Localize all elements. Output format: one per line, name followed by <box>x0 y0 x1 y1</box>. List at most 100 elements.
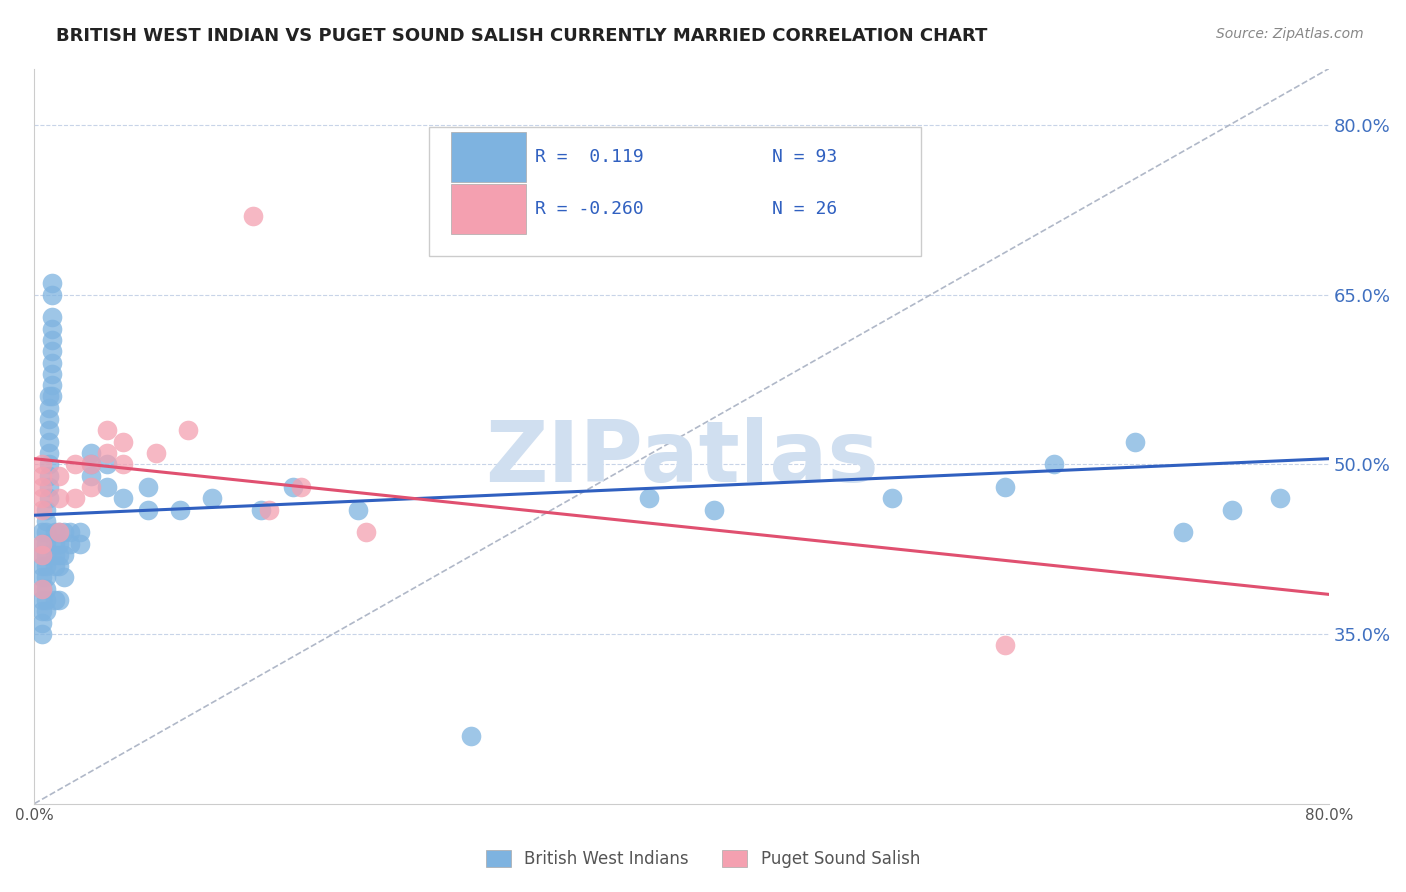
Point <box>41 389 63 403</box>
Point <box>31 627 53 641</box>
Point <box>35 514 58 528</box>
Point <box>35 570 58 584</box>
Point <box>31 582 53 596</box>
Point <box>31 548 53 562</box>
Point <box>31 593 53 607</box>
Point <box>250 502 273 516</box>
Point <box>31 582 53 596</box>
Point <box>112 434 135 449</box>
Point <box>145 446 167 460</box>
Point <box>257 502 280 516</box>
Text: BRITISH WEST INDIAN VS PUGET SOUND SALISH CURRENTLY MARRIED CORRELATION CHART: BRITISH WEST INDIAN VS PUGET SOUND SALIS… <box>56 27 987 45</box>
Point <box>201 491 224 506</box>
FancyBboxPatch shape <box>451 133 526 183</box>
Point <box>48 525 70 540</box>
Point <box>31 458 53 472</box>
Point <box>52 525 75 540</box>
Point <box>38 412 60 426</box>
Point <box>136 502 159 516</box>
Point <box>48 525 70 540</box>
Point <box>283 480 305 494</box>
Point <box>38 468 60 483</box>
Point <box>31 480 53 494</box>
Point <box>80 458 103 472</box>
Point <box>48 559 70 574</box>
Point <box>41 367 63 381</box>
Point <box>59 525 82 540</box>
Point <box>38 458 60 472</box>
Point <box>59 536 82 550</box>
Point <box>63 458 86 472</box>
Point <box>80 480 103 494</box>
Point <box>638 491 661 506</box>
Point <box>41 333 63 347</box>
Legend: British West Indians, Puget Sound Salish: British West Indians, Puget Sound Salish <box>479 843 927 875</box>
Point <box>35 582 58 596</box>
Point <box>38 389 60 403</box>
Point <box>460 729 482 743</box>
Point <box>31 570 53 584</box>
Point <box>52 548 75 562</box>
Point <box>31 615 53 630</box>
Point <box>242 209 264 223</box>
Point <box>41 310 63 325</box>
Point <box>703 502 725 516</box>
Point <box>38 424 60 438</box>
Point <box>35 604 58 618</box>
Point <box>112 458 135 472</box>
Point <box>880 491 903 506</box>
Point <box>31 502 53 516</box>
Point <box>35 548 58 562</box>
Point <box>80 458 103 472</box>
Point <box>80 446 103 460</box>
Point <box>35 593 58 607</box>
Point <box>48 536 70 550</box>
Point <box>44 525 66 540</box>
Point <box>38 446 60 460</box>
Point <box>44 593 66 607</box>
Point <box>1220 502 1243 516</box>
Point <box>31 491 53 506</box>
Point <box>80 468 103 483</box>
Point <box>31 548 53 562</box>
Point <box>63 491 86 506</box>
Text: ZIPatlas: ZIPatlas <box>485 417 879 500</box>
Point <box>347 502 370 516</box>
Point <box>69 525 91 540</box>
Point <box>169 502 191 516</box>
FancyBboxPatch shape <box>451 184 526 234</box>
Text: R =  0.119: R = 0.119 <box>536 148 644 167</box>
Point <box>994 638 1017 652</box>
Point <box>44 559 66 574</box>
Point <box>177 424 200 438</box>
Point <box>96 424 118 438</box>
Point <box>1270 491 1292 506</box>
Point <box>112 491 135 506</box>
Point <box>41 321 63 335</box>
Point <box>31 536 53 550</box>
Point <box>96 458 118 472</box>
Text: N = 26: N = 26 <box>772 200 838 218</box>
Text: R = -0.260: R = -0.260 <box>536 200 644 218</box>
Point <box>69 536 91 550</box>
Point <box>96 446 118 460</box>
Point <box>1043 458 1066 472</box>
Point <box>290 480 312 494</box>
Point <box>44 548 66 562</box>
Point <box>48 548 70 562</box>
Point <box>48 468 70 483</box>
Point <box>35 559 58 574</box>
Point <box>48 593 70 607</box>
Point <box>41 344 63 359</box>
Point <box>38 480 60 494</box>
Point <box>41 287 63 301</box>
Point <box>994 480 1017 494</box>
Point <box>31 536 53 550</box>
Point <box>96 480 118 494</box>
Point <box>35 502 58 516</box>
Point <box>41 355 63 369</box>
Point <box>31 525 53 540</box>
Point <box>44 536 66 550</box>
FancyBboxPatch shape <box>429 128 921 256</box>
Point <box>38 434 60 449</box>
